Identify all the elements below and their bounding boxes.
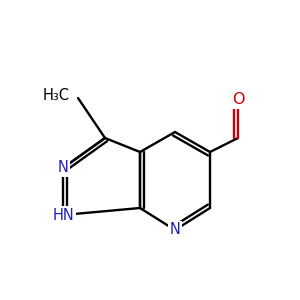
Text: H₃C: H₃C — [43, 88, 70, 103]
Text: N: N — [58, 160, 68, 175]
Text: HN: HN — [52, 208, 74, 223]
Text: N: N — [169, 223, 180, 238]
Text: O: O — [232, 92, 244, 107]
